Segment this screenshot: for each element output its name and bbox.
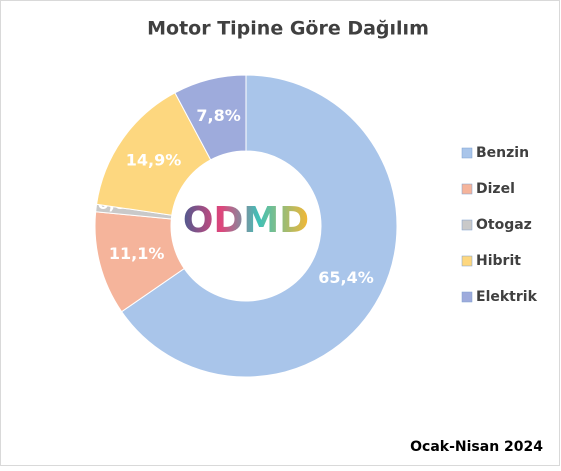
legend-swatch — [461, 255, 473, 267]
legend-swatch — [461, 219, 473, 231]
data-label: 7,8% — [196, 106, 240, 125]
donut-slice — [174, 74, 247, 161]
logo: ODMD — [183, 200, 309, 241]
legend-swatch — [461, 147, 473, 159]
donut-slice — [120, 74, 398, 378]
legend-swatch — [461, 183, 473, 195]
legend-label: Hibrit — [476, 253, 521, 269]
legend-swatch — [461, 291, 473, 303]
data-label: 14,9% — [126, 151, 182, 170]
footnote: Ocak-Nisan 2024 — [410, 439, 543, 455]
chart-title: Motor Tipine Göre Dağılım — [147, 18, 429, 40]
data-label: 11,1% — [109, 244, 165, 263]
legend-label: Benzin — [476, 145, 529, 161]
legend-label: Otogaz — [476, 217, 532, 233]
data-label: 65,4% — [318, 268, 374, 287]
legend-label: Elektrik — [476, 289, 538, 305]
legend-label: Dizel — [476, 181, 515, 197]
